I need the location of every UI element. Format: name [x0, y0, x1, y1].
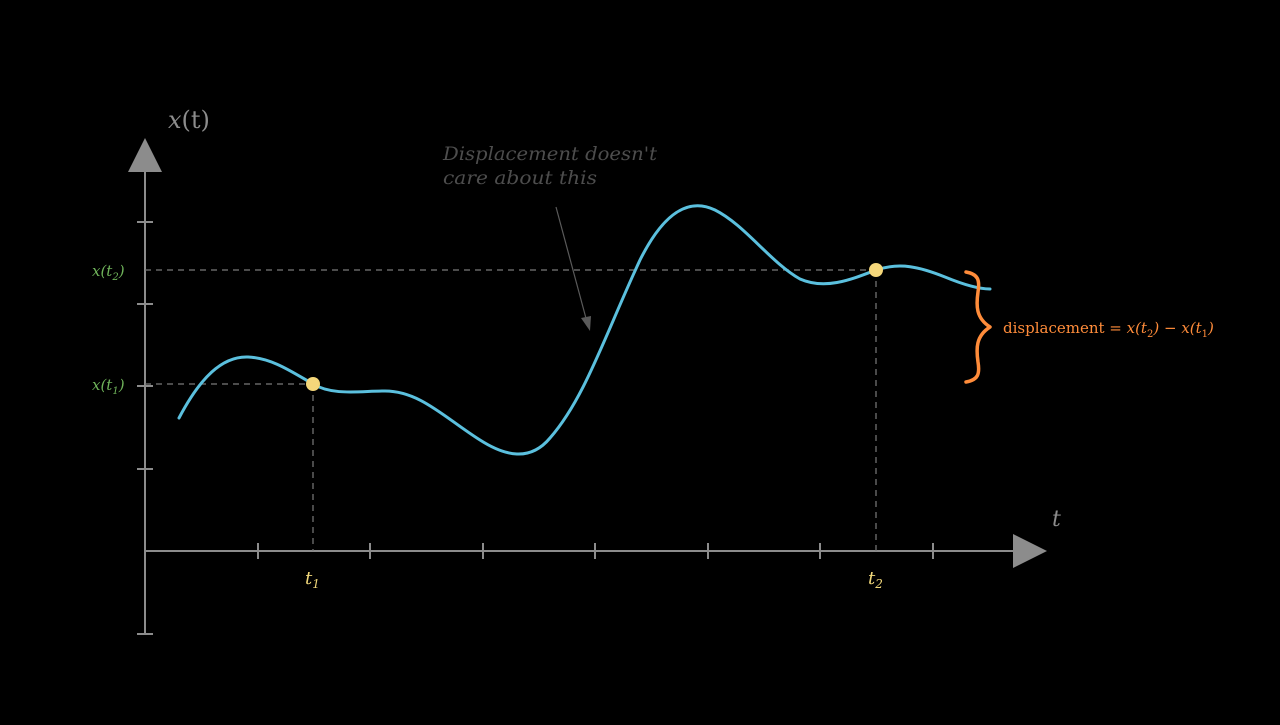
- displacement-formula: displacement = x(t2) − x(t1): [1003, 319, 1214, 340]
- x-axis-label: t: [1052, 507, 1061, 532]
- annotation-text-line2: care about this: [443, 167, 597, 189]
- annotation-text: Displacement doesn't: [442, 143, 657, 165]
- y-label-x-t2: x(t2): [92, 262, 125, 283]
- x-axis-arrowhead: [1013, 534, 1047, 568]
- annotation-arrowhead: [581, 316, 591, 331]
- y-axis-label: x(t): [168, 106, 210, 134]
- point-t1: [306, 377, 320, 391]
- t2-label: t2: [868, 568, 883, 591]
- guide-lines: [145, 269, 877, 551]
- y-label-x-t1: x(t1): [92, 376, 125, 397]
- x-axis-ticks: [257, 543, 934, 559]
- t1-label: t1: [305, 568, 320, 591]
- position-curve: [177, 204, 992, 456]
- y-axis-arrowhead: [128, 138, 162, 172]
- y-axis-ticks: [137, 221, 153, 470]
- point-t2: [869, 263, 883, 277]
- displacement-brace: [964, 270, 992, 384]
- annotation-arrow-line: [555, 206, 588, 323]
